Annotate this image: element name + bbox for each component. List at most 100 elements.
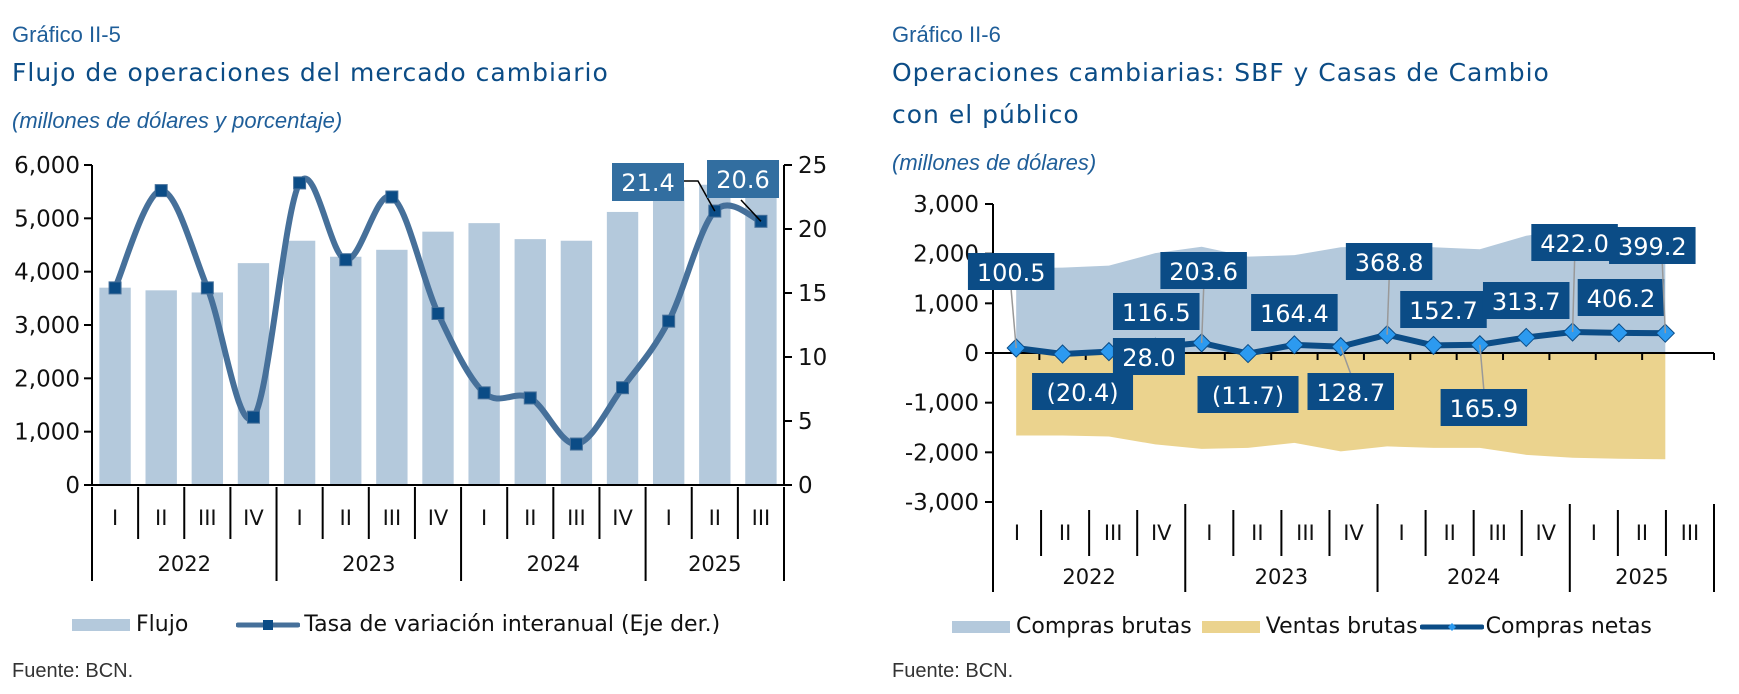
y-tick-label: 3,000 xyxy=(913,192,979,218)
figure-number: Gráfico II-6 xyxy=(892,22,1001,47)
quarter-label: I xyxy=(1206,521,1212,545)
legend: Compras brutas Ventas brutas Compras net… xyxy=(952,614,1652,639)
quarter-label: II xyxy=(709,506,721,530)
chart-units: (millones de dólares) xyxy=(892,150,1097,175)
quarter-label: IV xyxy=(1343,521,1364,545)
y-tick-label-right: 20 xyxy=(798,217,827,243)
data-label-box xyxy=(612,163,684,201)
quarter-label: III xyxy=(1296,521,1315,545)
marker-compras-netas xyxy=(1423,335,1444,356)
chart-units: (millones de dólares y porcentaje) xyxy=(12,108,343,133)
data-label-leader xyxy=(1661,263,1667,334)
data-label-box xyxy=(1160,252,1247,289)
quarter-label: I xyxy=(666,506,672,530)
y-tick-label-right: 0 xyxy=(798,473,813,499)
quarter-label: II xyxy=(1059,521,1071,545)
bar-flujo xyxy=(745,191,777,485)
year-label: 2023 xyxy=(342,552,395,576)
marker-tasa xyxy=(477,386,491,400)
legend-swatch-line xyxy=(1419,622,1484,631)
data-label: 313.7 xyxy=(1492,288,1561,316)
y-tick-label-right: 5 xyxy=(798,409,813,435)
data-label: 152.7 xyxy=(1409,297,1478,325)
data-label: 28.0 xyxy=(1122,344,1175,372)
chart-title-line2: con el público xyxy=(892,100,1080,129)
marker-compras-netas xyxy=(1006,338,1026,358)
data-label-box xyxy=(1609,227,1696,264)
bar-flujo xyxy=(283,240,316,485)
quarter-label: II xyxy=(155,506,167,530)
bar-flujo xyxy=(606,211,639,485)
quarter-label: III xyxy=(752,506,771,530)
data-label-leader xyxy=(1010,289,1017,349)
y-tick-label-left: 1,000 xyxy=(14,420,80,446)
quarter-label: III xyxy=(1104,521,1123,545)
marker-tasa xyxy=(339,253,353,267)
data-label-box xyxy=(1400,291,1487,328)
marker-tasa xyxy=(523,391,537,405)
y-tick-label-left: 6,000 xyxy=(14,153,80,179)
quarter-label: IV xyxy=(428,506,449,530)
quarter-label: I xyxy=(1398,521,1404,545)
quarter-label: IV xyxy=(243,506,264,530)
data-label-box xyxy=(707,160,779,198)
quarter-label: I xyxy=(1014,521,1020,545)
year-label: 2023 xyxy=(1255,565,1308,589)
quarter-label: III xyxy=(383,506,402,530)
legend-label: Ventas brutas xyxy=(1265,614,1418,639)
marker-compras-netas xyxy=(1052,344,1073,364)
quarter-label: I xyxy=(481,506,487,530)
y-tick-label: -2,000 xyxy=(905,440,979,466)
y-tick-label-right: 15 xyxy=(798,281,827,307)
data-label: 203.6 xyxy=(1169,258,1238,286)
marker-tasa xyxy=(431,306,445,320)
data-label-box xyxy=(1113,293,1200,330)
quarter-label: II xyxy=(340,506,352,530)
legend: Flujo Tasa de variación interanual (Eje … xyxy=(72,612,720,637)
data-label-leader xyxy=(1340,346,1352,375)
data-label-box xyxy=(1440,389,1528,426)
data-label: 21.4 xyxy=(621,169,674,197)
year-label: 2022 xyxy=(1062,565,1115,589)
marker-tasa xyxy=(154,184,168,198)
legend-item-flujo: Flujo xyxy=(72,612,188,637)
legend-item-tasa: Tasa de variación interanual (Eje der.) xyxy=(236,612,720,637)
quarter-label: I xyxy=(112,506,118,530)
data-label-leader xyxy=(740,199,762,222)
chart-title: Flujo de operaciones del mercado cambiar… xyxy=(12,58,609,87)
bar-flujo xyxy=(330,256,362,485)
marker-compras-netas xyxy=(1655,323,1676,343)
data-label-box xyxy=(1251,294,1338,331)
marker-compras-netas xyxy=(1516,327,1536,348)
data-label: 116.5 xyxy=(1122,299,1191,327)
legend-swatch-bar xyxy=(72,618,130,631)
bar-flujo xyxy=(145,290,177,485)
chart-panel-operaciones: Gráfico II-6 Operaciones cambiarias: SBF… xyxy=(880,0,1739,694)
chart-flujo: 01,0002,0003,0004,0005,0006,000051015202… xyxy=(14,153,827,581)
data-label-box xyxy=(1345,243,1433,280)
data-label: (11.7) xyxy=(1212,382,1284,410)
y-tick-label: -1,000 xyxy=(905,391,979,417)
source-note: Fuente: BCN. xyxy=(12,660,134,682)
y-tick-label-left: 0 xyxy=(65,473,80,499)
legend-label: Compras brutas xyxy=(1016,614,1192,639)
data-label: 100.5 xyxy=(977,259,1046,287)
data-label: 399.2 xyxy=(1618,233,1687,261)
legend-item-compras-netas: Compras netas xyxy=(1419,614,1652,639)
marker-tasa xyxy=(200,281,214,295)
legend-label: Compras netas xyxy=(1485,614,1652,639)
legend-swatch-area xyxy=(952,620,1010,633)
quarter-label: IV xyxy=(1535,521,1556,545)
marker-compras-netas xyxy=(1284,335,1305,355)
legend-swatch-area xyxy=(1201,620,1260,633)
data-label: 128.7 xyxy=(1316,379,1385,407)
quarter-label: II xyxy=(1251,521,1263,545)
y-tick-label-left: 4,000 xyxy=(14,260,80,286)
data-label: 164.4 xyxy=(1260,300,1329,328)
bar-flujo xyxy=(376,249,408,485)
quarter-label: III xyxy=(198,506,217,530)
marker-tasa xyxy=(616,381,630,395)
year-label: 2025 xyxy=(688,552,741,576)
year-label: 2025 xyxy=(1615,565,1668,589)
